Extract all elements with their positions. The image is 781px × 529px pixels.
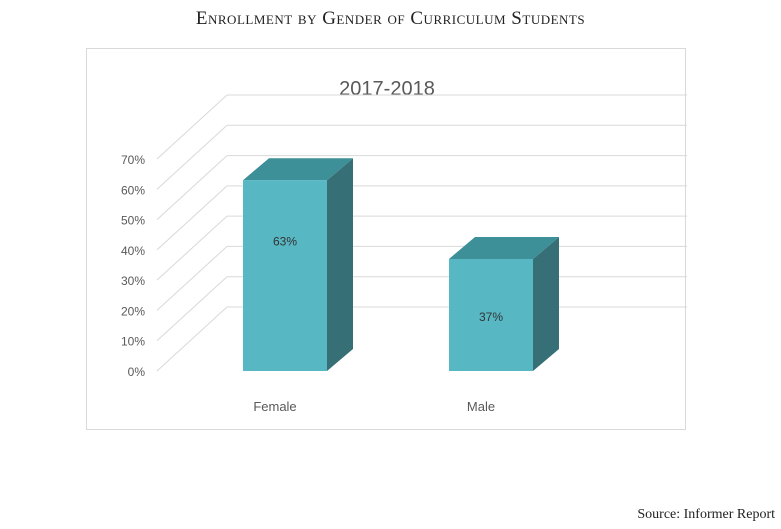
bar [243,180,327,371]
bar-side [327,158,353,371]
x-tick-label: Female [253,399,296,414]
y-tick-label: 0% [128,365,146,379]
chart-svg: 2017-2018 0% 10% 20% 30% 40% 50% 60% 70% 63% Femal… [121,78,687,414]
gridline-depth [156,185,228,251]
gridline-depth [156,215,228,281]
y-tick-label: 20% [121,304,145,318]
x-tick-label: Male [467,399,495,414]
y-tick-label: 10% [121,335,145,349]
source-note: Source: Informer Report [637,507,775,522]
bar [449,258,533,371]
y-tick-label: 70% [121,153,145,167]
bar-top [449,236,559,259]
chart-title: 2017-2018 [339,78,435,100]
gridline-depth [156,155,228,220]
y-tick-label: 50% [121,214,145,228]
gridline-depth [156,306,228,372]
data-label: 63% [273,235,297,249]
bar-top [243,158,353,181]
bar-side [533,236,559,371]
gridline-depth [156,276,228,342]
y-tick-label: 30% [121,274,145,288]
page-title: Enrollment by Gender of Curriculum Stude… [195,8,586,29]
chart-frame: 2017-2018 0% 10% 20% 30% 40% 50% 60% 70% 63% Femal… [86,48,687,430]
gridline-depth [156,124,228,190]
y-tick-label: 60% [121,183,145,197]
gridline-depth [156,246,228,311]
data-label: 37% [479,310,503,324]
y-tick-label: 40% [121,244,145,258]
gridline-depth [156,94,228,160]
